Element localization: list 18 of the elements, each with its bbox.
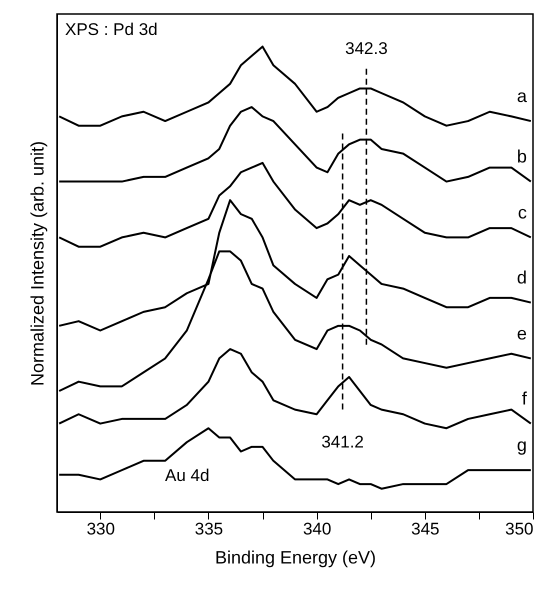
series-label: c xyxy=(518,202,527,222)
text: XPS : Pd 3d xyxy=(65,20,158,39)
series-label: a xyxy=(516,86,528,106)
series-label: e xyxy=(516,323,527,344)
x-axis-title: Binding Energy (eV) xyxy=(214,548,376,568)
x-tick-label: 340 xyxy=(302,520,332,538)
x-tick-label: 350 xyxy=(505,520,534,538)
series-label: g xyxy=(516,435,527,456)
annotation: Au 4d xyxy=(165,466,210,485)
y-axis-title: Normalized Intensity (arb. unit) xyxy=(28,140,48,386)
x-tick-label: 345 xyxy=(411,520,440,538)
x-tick-label: 335 xyxy=(194,520,224,538)
series-label: b xyxy=(516,146,527,167)
series-label: f xyxy=(522,388,528,409)
x-tick-label: 330 xyxy=(86,520,115,538)
series-label: d xyxy=(516,268,527,288)
ref-line-label: 342.3 xyxy=(345,38,388,58)
ref-line-label: 341.2 xyxy=(321,432,364,452)
